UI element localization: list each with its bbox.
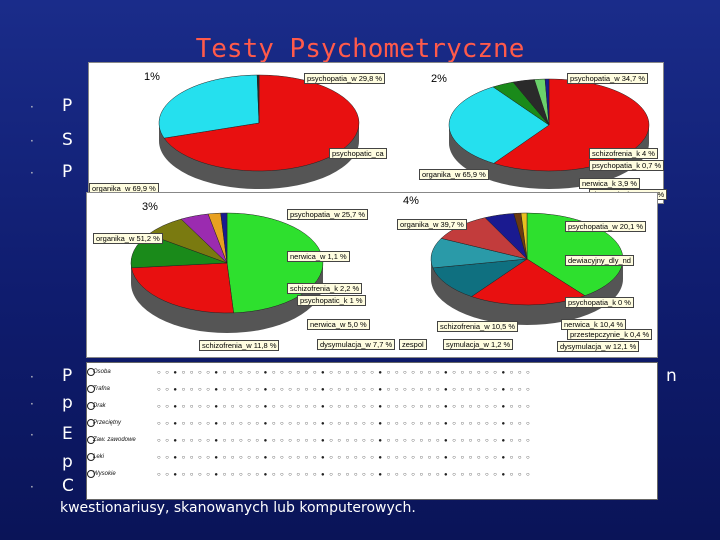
bullet-dot: ·	[30, 428, 34, 442]
pie-slice	[220, 212, 228, 264]
callout: psychopatia_w 34,7 %	[567, 73, 649, 84]
sheet-row-label: Leki	[93, 454, 105, 460]
callout: przestepczynie_k 0,4 %	[567, 329, 653, 340]
callout: schizofrenia_k 2,2 %	[287, 283, 363, 294]
bottom-caption: kwestionariusy, skanowanych lub komputer…	[60, 500, 416, 516]
bubble-icon	[87, 470, 95, 478]
bullet-dot: ·	[30, 166, 34, 180]
callout: organika_w 39,7 %	[397, 219, 467, 230]
callout: dewiacyjny_dly_nd	[565, 255, 634, 266]
bullet-dot: ·	[30, 134, 34, 148]
pie-chart-1-left	[158, 74, 360, 189]
callout: psychopatia_k 0,7 %	[589, 160, 665, 171]
pie-slice	[131, 262, 234, 314]
bullet-text: C	[62, 476, 74, 496]
bullet-text: P	[62, 366, 73, 386]
bullet-text: P	[62, 96, 73, 116]
callout: psychopatia_w 29,8 %	[304, 73, 386, 84]
sheet-row-bubbles: ○ ○ ● ○ ○ ○ ○ ● ○ ○ ○ ○ ○ ● ○ ○ ○ ○ ○ ○ …	[157, 471, 531, 478]
callout: nerwica_k 3,9 %	[579, 178, 641, 189]
bullet-dot: ·	[30, 480, 34, 494]
pie-slice	[158, 74, 260, 139]
answer-sheet: Osoba ○ ○ ● ○ ○ ○ ○ ● ○ ○ ○ ○ ○ ● ○ ○ ○ ○…	[86, 362, 658, 500]
sheet-row-bubbles: ○ ○ ● ○ ○ ○ ○ ● ○ ○ ○ ○ ○ ● ○ ○ ○ ○ ○ ○ …	[157, 403, 531, 410]
callout: organika_w 51,2 %	[93, 233, 163, 244]
sheet-row-bubbles: ○ ○ ● ○ ○ ○ ○ ● ○ ○ ○ ○ ○ ● ○ ○ ○ ○ ○ ○ …	[157, 454, 531, 461]
sheet-row-label: Osoba	[93, 369, 111, 375]
pie-label-3pct: 3%	[142, 201, 158, 213]
bullet-dot: ·	[30, 397, 34, 411]
callout: schizofrenia_k 4 %	[589, 148, 658, 159]
callout: dysymulacja_w 7,7 %	[317, 339, 396, 350]
pie-label-2pct: 2%	[431, 73, 447, 85]
bubble-icon	[87, 453, 95, 461]
bullet-text: S	[62, 130, 73, 150]
pie-slice	[493, 78, 650, 172]
bullet-text: E	[62, 424, 73, 444]
bubble-icon	[87, 368, 95, 376]
sheet-row-label: Trafna	[93, 386, 110, 392]
callout: zespol	[399, 339, 427, 350]
pie-slice	[432, 258, 528, 297]
pie-slice	[256, 74, 260, 124]
bubble-icon	[87, 436, 95, 444]
sheet-row-bubbles: ○ ○ ● ○ ○ ○ ○ ● ○ ○ ○ ○ ○ ● ○ ○ ○ ○ ○ ○ …	[157, 420, 531, 427]
callout: schizofrenia_w 11,8 %	[199, 340, 280, 351]
callout: organika_w 65,9 %	[419, 169, 489, 180]
callout: psychopatic_k 1 %	[297, 295, 366, 306]
sheet-row-bubbles: ○ ○ ● ○ ○ ○ ○ ● ○ ○ ○ ○ ○ ● ○ ○ ○ ○ ○ ○ …	[157, 369, 531, 376]
callout: nerwica_w 5,0 %	[307, 319, 370, 330]
sheet-row-label: Przeciętny	[93, 420, 122, 426]
pie-label-4pct: 4%	[403, 195, 419, 207]
bullet-dot: ·	[30, 100, 34, 114]
callout: schizofrenia_w 10,5 %	[437, 321, 519, 332]
callout: psychopatia_k 0 %	[565, 297, 634, 308]
bullet-text: p	[62, 452, 73, 472]
bullet-dot: ·	[30, 370, 34, 384]
pie-chart-1-right	[448, 78, 650, 189]
pie-panel-1: 1% 2% psychopatia_w 29,8 % psychopatic_c…	[88, 62, 668, 204]
bullet-text: n	[666, 366, 677, 386]
callout: nerwica_w 1,1 %	[287, 251, 350, 262]
pie-chart-2-left	[130, 212, 324, 333]
sheet-row-label: Zaw. zawodowe	[93, 437, 136, 443]
callout: dysymulacja_w 12,1 %	[557, 341, 640, 352]
pie-panel-2: 3% 4% psychopatia_w 25,7 % organika_w 51…	[86, 192, 658, 358]
sheet-row-bubbles: ○ ○ ● ○ ○ ○ ○ ● ○ ○ ○ ○ ○ ● ○ ○ ○ ○ ○ ○ …	[157, 386, 531, 393]
bubble-icon	[87, 385, 95, 393]
pie-slice	[526, 212, 624, 296]
slide-title: Testy Psychometryczne	[195, 34, 525, 64]
callout: psychopatic_ca	[329, 148, 387, 159]
pie-slice	[448, 86, 550, 164]
sheet-row-bubbles: ○ ○ ● ○ ○ ○ ○ ● ○ ○ ○ ○ ○ ● ○ ○ ○ ○ ○ ○ …	[157, 437, 531, 444]
pie-label-1pct: 1%	[144, 71, 160, 83]
bullet-text: p	[62, 393, 73, 413]
sheet-row-label: Wysokie	[93, 471, 116, 477]
callout: psychopatia_w 20,1 %	[565, 221, 647, 232]
sheet-row-label: Drak	[93, 403, 106, 409]
bubble-icon	[87, 419, 95, 427]
callout: psychopatia_w 25,7 %	[287, 209, 369, 220]
callout: symulacja_w 1,2 %	[443, 339, 514, 350]
pie-slice	[520, 212, 528, 260]
pie-slice	[544, 78, 550, 126]
bullet-text: P	[62, 162, 73, 182]
bubble-icon	[87, 402, 95, 410]
